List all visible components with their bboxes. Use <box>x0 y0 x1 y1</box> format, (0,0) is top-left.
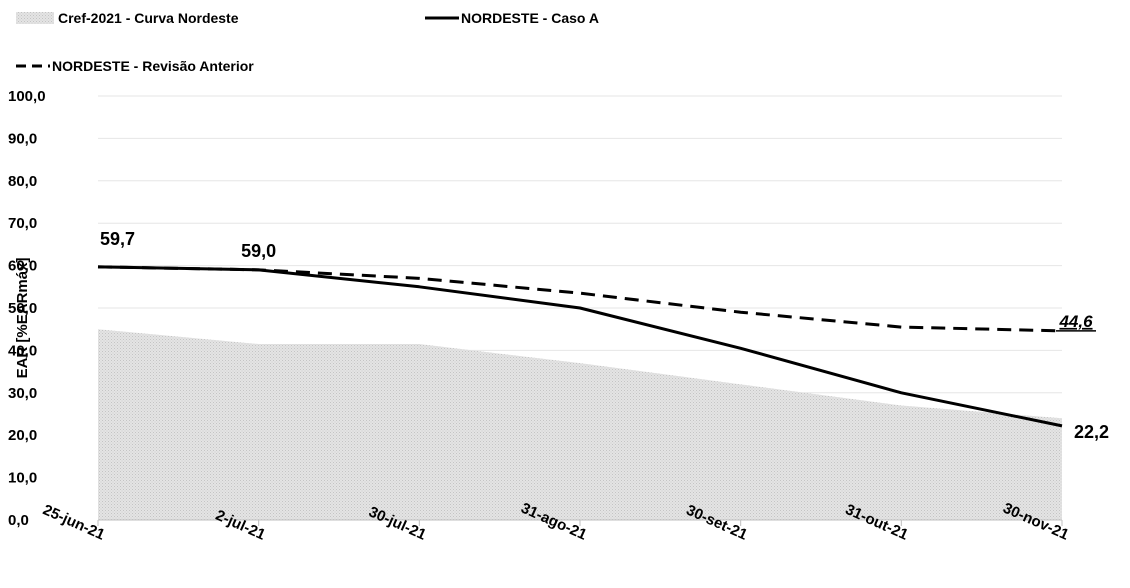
y-tick-label: 50,0 <box>8 300 37 317</box>
legend-label: NORDESTE - Revisão Anterior <box>52 58 254 74</box>
legend-label: Cref-2021 - Curva Nordeste <box>58 10 239 26</box>
y-tick-label: 70,0 <box>8 215 37 232</box>
data-label: 59,0 <box>241 241 276 261</box>
y-tick-label: 30,0 <box>8 385 37 402</box>
legend-swatch-area <box>16 12 54 24</box>
data-label: 44,6 <box>1058 312 1093 331</box>
line-series-layer <box>97 265 1063 428</box>
x-tick-label: 25-jun-21 <box>40 501 107 543</box>
y-tick-label: 10,0 <box>8 470 37 487</box>
data-label: 59,7 <box>100 229 135 249</box>
legend-item: NORDESTE - Revisão Anterior <box>16 58 254 74</box>
y-tick-label: 100,0 <box>8 88 46 105</box>
y-tick-label: 60,0 <box>8 258 37 275</box>
data-labels: 59,7 59,0 44,6 22,2 <box>100 229 1109 442</box>
y-tick-label: 40,0 <box>8 342 37 359</box>
legend-item: Cref-2021 - Curva Nordeste <box>16 10 239 26</box>
y-axis-title: EAR [%EARmáx] <box>14 258 31 379</box>
legend: Cref-2021 - Curva Nordeste NORDESTE - Cas… <box>16 10 599 74</box>
axes <box>97 519 1063 526</box>
area-series-layer <box>98 329 1062 520</box>
y-tick-label: 20,0 <box>8 427 37 444</box>
area-series-cref-2021 <box>98 329 1062 520</box>
line-series-revisao-anterior <box>97 265 1063 333</box>
y-tick-label: 90,0 <box>8 130 37 147</box>
y-tick-label: 0,0 <box>8 512 29 529</box>
legend-item: NORDESTE - Caso A <box>425 10 599 26</box>
y-axis-tick-labels: 0,0 10,0 20,0 30,0 40,0 50,0 60,0 70,0 80,0 90,0 1… <box>8 88 46 529</box>
data-label: 22,2 <box>1074 422 1109 442</box>
y-tick-label: 80,0 <box>8 173 37 190</box>
legend-label: NORDESTE - Caso A <box>461 10 599 26</box>
